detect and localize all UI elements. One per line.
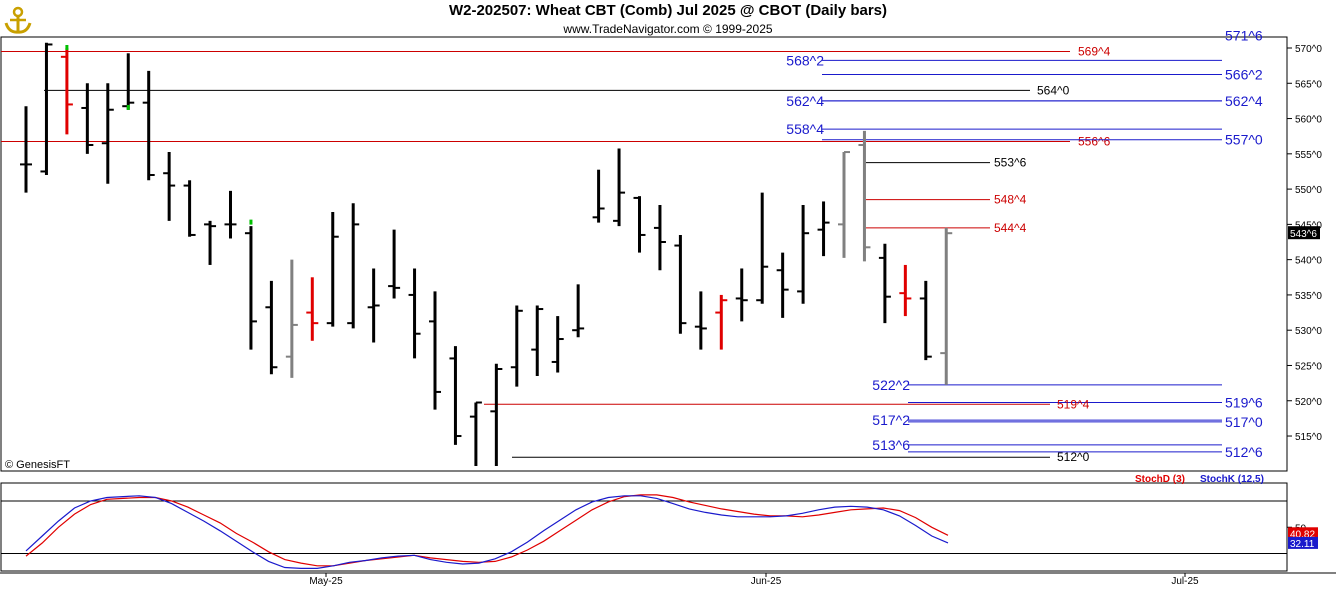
level-label: 513^6 xyxy=(872,437,910,453)
x-tick-label: Jun-25 xyxy=(751,576,782,587)
level-label: 512^0 xyxy=(1057,450,1090,464)
y-tick-label: 515^0 xyxy=(1295,432,1322,443)
y-tick-label: 550^0 xyxy=(1295,185,1322,196)
level-label: 568^2 xyxy=(786,52,824,68)
level-label: 562^4 xyxy=(1225,93,1263,109)
last-price-label: 543^6 xyxy=(1290,229,1317,240)
watermark: © GenesisFT xyxy=(5,459,70,471)
price-panel xyxy=(0,36,1288,472)
level-label: 519^6 xyxy=(1225,395,1263,411)
stoch-series-line xyxy=(25,495,949,570)
y-tick-label: 530^0 xyxy=(1295,326,1322,337)
level-label: 519^4 xyxy=(1057,397,1090,411)
stoch-last-box xyxy=(1288,527,1318,540)
y-tick-label: 545^0 xyxy=(1295,220,1322,231)
level-label: 553^6 xyxy=(994,156,1027,170)
y-tick-label: 560^0 xyxy=(1295,115,1322,126)
level-label: 556^6 xyxy=(1078,134,1111,148)
y-tick-label: 565^0 xyxy=(1295,79,1322,90)
last-price-box xyxy=(1288,226,1320,240)
level-label: 548^4 xyxy=(994,193,1027,207)
level-label: 564^0 xyxy=(1037,83,1070,97)
stoch-series-line xyxy=(25,494,949,567)
level-label: 558^4 xyxy=(786,121,824,137)
level-label: 512^6 xyxy=(1225,444,1263,460)
y-tick-label: 570^0 xyxy=(1295,44,1322,55)
level-label: 522^2 xyxy=(872,377,910,393)
y-tick-label: 525^0 xyxy=(1295,361,1322,372)
chart-title: W2-202507: Wheat CBT (Comb) Jul 2025 @ C… xyxy=(448,2,888,19)
y-tick-label: 520^0 xyxy=(1295,397,1322,408)
level-label: 566^2 xyxy=(1225,66,1263,82)
level-label: 571^6 xyxy=(1225,28,1263,44)
stoch-last-label: 32.11 xyxy=(1290,539,1315,550)
level-label: 557^0 xyxy=(1225,132,1263,148)
legend-stochD: StochD (3) xyxy=(1135,474,1185,485)
level-label: 562^4 xyxy=(786,93,824,109)
stoch-last-label: 40.82 xyxy=(1290,529,1315,540)
level-label: 544^4 xyxy=(994,221,1027,235)
chart-subtitle: www.TradeNavigator.com © 1999-2025 xyxy=(563,22,773,36)
y-tick-label: 555^0 xyxy=(1295,150,1322,161)
y-tick-label: 535^0 xyxy=(1295,291,1322,302)
level-label: 517^2 xyxy=(872,412,910,428)
x-tick-label: May-25 xyxy=(309,576,343,587)
logo xyxy=(4,6,32,34)
y-tick-label: 540^0 xyxy=(1295,256,1322,267)
level-label: 517^0 xyxy=(1225,414,1263,430)
level-label: 569^4 xyxy=(1078,45,1111,59)
stoch-last-box xyxy=(1288,536,1318,549)
legend-stochK: StochK (12,5) xyxy=(1200,474,1264,485)
x-tick-label: Jul-25 xyxy=(1171,576,1199,587)
